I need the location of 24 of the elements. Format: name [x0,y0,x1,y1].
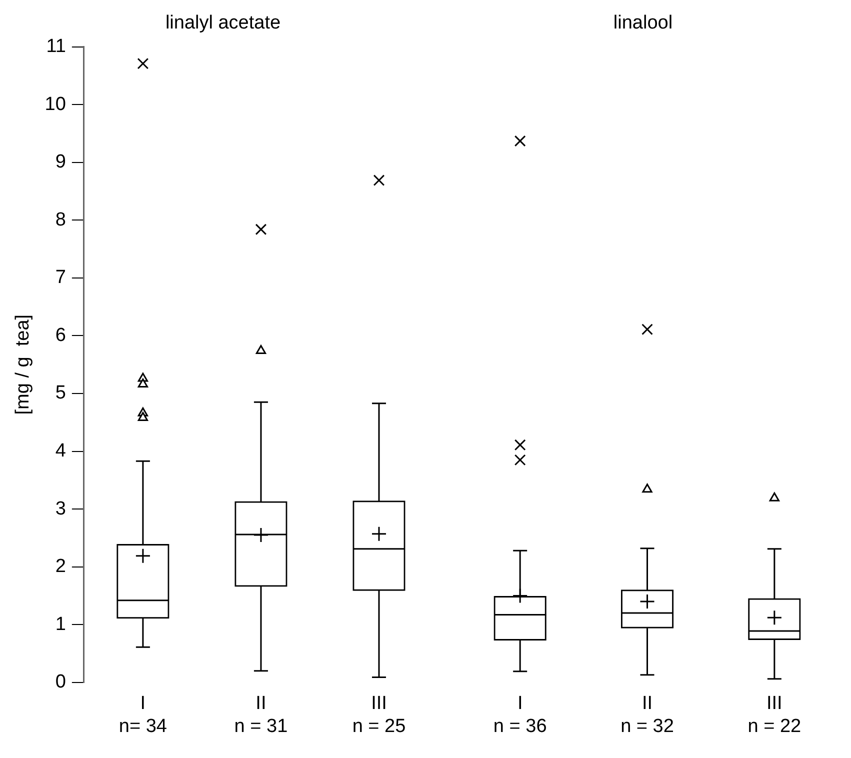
y-tick-label: 8 [55,209,66,230]
chart-title: linalyl acetate [165,12,281,34]
x-tick-label: II n = 32 [620,693,674,737]
y-tick-label: 7 [55,267,66,288]
y-tick-label: 10 [44,94,66,115]
y-axis-title: [mg / g tea] [12,314,34,415]
y-tick-label: 11 [46,36,66,58]
point [137,58,149,70]
x-tick-label: III n = 22 [748,693,802,737]
x-tick-label: I n= 34 [118,693,168,737]
point [373,174,385,186]
x-tick-label: III n = 25 [352,693,406,737]
y-tick-label: 5 [55,382,66,404]
y-tick-label: 1 [55,614,66,635]
y-tick-label: 3 [55,498,66,520]
y-tick-label: 6 [55,324,66,346]
point [255,224,267,236]
x-tick-label: II n = 31 [234,693,288,737]
y-tick-label: 9 [55,152,66,173]
chart-title: linalool [613,12,673,34]
y-tick-label: 0 [55,672,66,693]
y-tick-label: 2 [55,556,66,578]
x-tick-label: I n = 36 [493,693,547,737]
y-tick-label: 4 [55,440,66,462]
